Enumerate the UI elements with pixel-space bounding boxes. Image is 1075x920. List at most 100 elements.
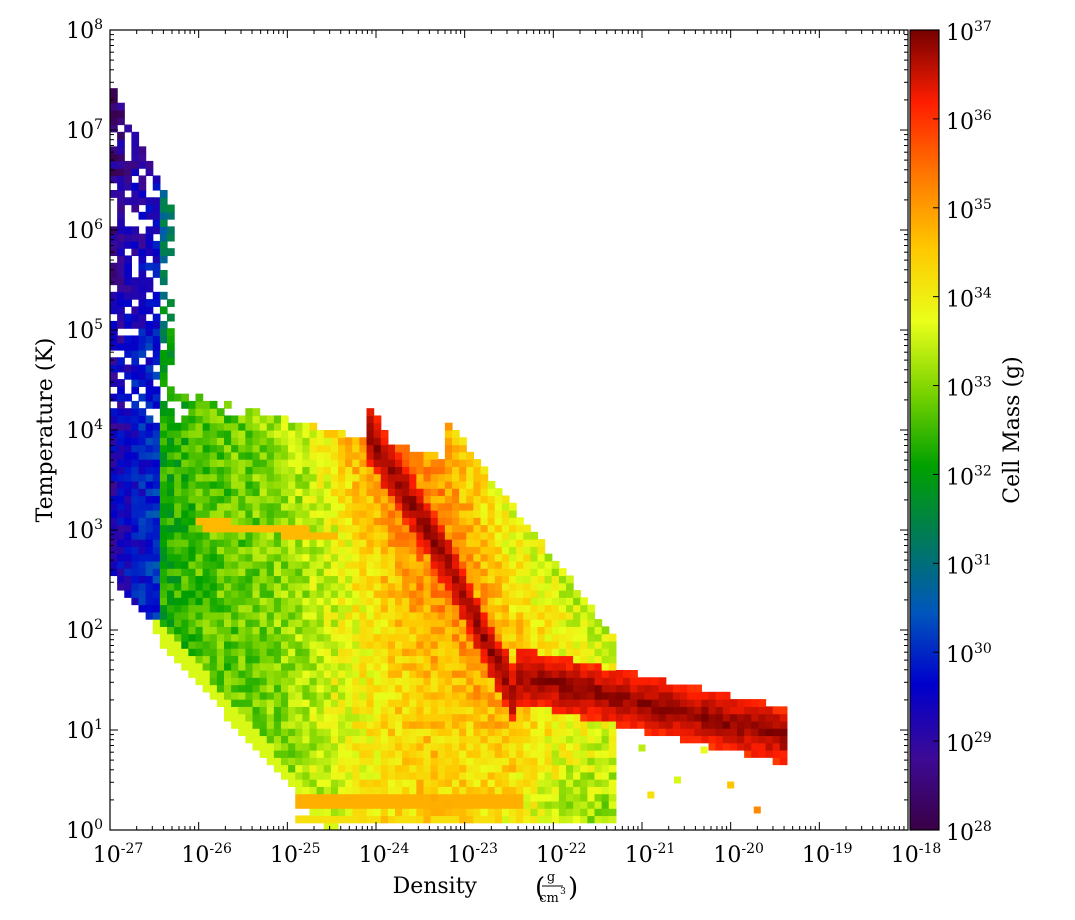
heatmap-cell	[117, 510, 125, 518]
heatmap-cell	[345, 684, 353, 693]
heatmap-cell	[266, 473, 275, 482]
heatmap-cell	[516, 699, 524, 707]
heatmap-cell	[658, 691, 667, 700]
heatmap-cell	[423, 648, 432, 657]
heatmap-cell	[665, 691, 674, 700]
heatmap-cell	[423, 677, 432, 686]
heatmap-cell	[594, 633, 603, 642]
heatmap-cell	[580, 604, 588, 613]
heatmap-cell	[437, 488, 446, 497]
heatmap-cell	[444, 524, 453, 533]
heatmap-cell	[523, 568, 531, 577]
heatmap-cell	[231, 575, 239, 584]
heatmap-cell	[352, 684, 360, 693]
heatmap-cell	[722, 713, 731, 722]
heatmap-cell	[281, 735, 289, 744]
heatmap-cell	[466, 502, 474, 511]
heatmap-cell	[216, 415, 225, 424]
heatmap-cell	[295, 757, 303, 766]
heatmap-cell	[758, 706, 767, 715]
heatmap-cell	[437, 459, 446, 467]
heatmap-cell	[345, 451, 353, 460]
heatmap-cell	[345, 691, 353, 700]
heatmap-cell	[117, 400, 125, 409]
heatmap-cell	[558, 670, 567, 678]
heatmap-cell	[338, 757, 346, 766]
heatmap-cell	[637, 691, 645, 700]
heatmap-cell	[672, 684, 681, 693]
heatmap-cell	[544, 750, 553, 758]
heatmap-cell	[152, 510, 161, 518]
x-tick-label: 10-26	[181, 841, 232, 868]
heatmap-cell	[566, 662, 574, 671]
heatmap-cell	[259, 546, 268, 555]
heatmap-cell	[131, 597, 140, 606]
heatmap-cell	[409, 633, 417, 642]
heatmap-cell	[138, 262, 147, 271]
heatmap-cell	[480, 633, 489, 642]
heatmap-cell	[409, 575, 417, 584]
heatmap-cell	[687, 735, 695, 744]
heatmap-cell	[152, 604, 161, 613]
y-tick-label: 104	[66, 417, 103, 444]
heatmap-cell	[722, 699, 731, 707]
heatmap-cell	[573, 815, 581, 824]
heatmap-cell	[402, 742, 410, 751]
heatmap-cell	[231, 422, 239, 431]
heatmap-cell	[501, 539, 510, 547]
heatmap-cell	[309, 495, 318, 504]
heatmap-cell	[216, 575, 225, 584]
heatmap-cell	[380, 611, 389, 620]
heatmap-cell	[658, 720, 667, 729]
heatmap-cell	[195, 437, 204, 446]
x-tick-label-exponent: -19	[830, 841, 853, 857]
heatmap-cell	[117, 270, 125, 278]
heatmap-cell	[551, 699, 560, 707]
heatmap-cell	[181, 640, 189, 649]
heatmap-cell	[516, 611, 524, 620]
heatmap-cell	[466, 546, 474, 555]
heatmap-cell	[366, 422, 375, 431]
heatmap-cell	[295, 611, 303, 620]
heatmap-cell	[637, 684, 645, 693]
heatmap-cell	[124, 197, 132, 206]
heatmap-cell	[181, 590, 189, 598]
heatmap-cell	[509, 677, 517, 686]
heatmap-cell	[466, 706, 474, 715]
heatmap-cell	[352, 786, 360, 795]
heatmap-cell	[138, 459, 147, 467]
heatmap-cell	[509, 728, 517, 737]
heatmap-cell	[494, 488, 503, 497]
heatmap-cell	[601, 691, 610, 700]
heatmap-cell	[352, 691, 360, 700]
heatmap-cell	[409, 742, 417, 751]
heatmap-cell	[259, 633, 268, 642]
heatmap-cell	[288, 590, 296, 598]
heatmap-cell	[245, 597, 254, 606]
heatmap-cell	[159, 531, 168, 540]
heatmap-cell	[772, 713, 781, 722]
heatmap-cell	[594, 779, 603, 787]
heatmap-cell	[608, 713, 617, 722]
heatmap-cell	[259, 575, 268, 584]
heatmap-cell	[202, 510, 211, 518]
heatmap-cell	[252, 640, 261, 649]
heatmap-cell	[487, 677, 496, 686]
heatmap-cell	[117, 386, 125, 395]
heatmap-cell	[167, 204, 175, 213]
heatmap-cell	[544, 575, 553, 584]
heatmap-cell	[238, 553, 246, 562]
heatmap-cell	[309, 604, 318, 613]
heatmap-cell	[359, 648, 368, 657]
heatmap-cell	[345, 713, 353, 722]
heatmap-cell	[323, 691, 332, 700]
heatmap-cell	[224, 459, 232, 467]
heatmap-cell	[288, 677, 296, 686]
heatmap-cell	[316, 531, 325, 540]
heatmap-cell	[494, 699, 503, 707]
heatmap-cell	[345, 539, 353, 547]
heatmap-cell	[416, 473, 425, 482]
heatmap-cell	[259, 582, 268, 591]
heatmap-cell	[558, 568, 567, 577]
heatmap-cell	[459, 735, 467, 744]
